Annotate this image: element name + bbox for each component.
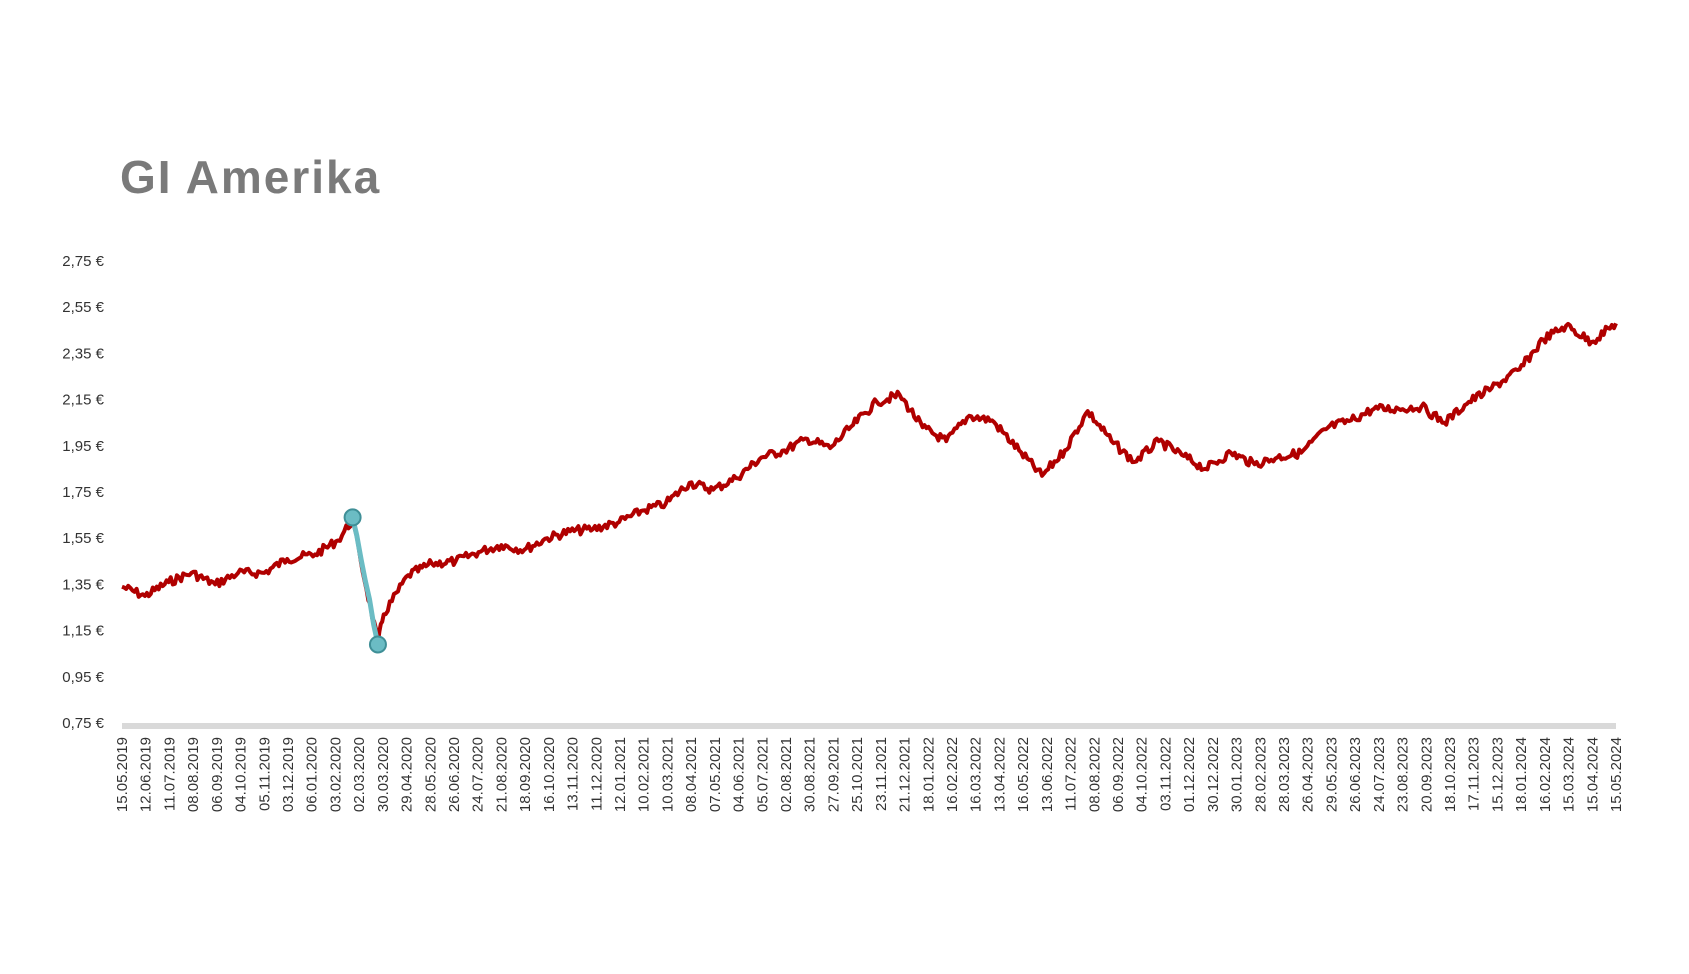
x-tick-label: 06.09.2019	[209, 737, 226, 812]
drawdown-marker	[368, 635, 387, 654]
y-tick-label: 2,35 €	[62, 345, 104, 362]
x-tick-label: 23.11.2021	[873, 737, 890, 811]
x-tick-label: 15.05.2024	[1608, 737, 1625, 812]
x-tick-label: 23.08.2023	[1395, 737, 1412, 812]
x-tick-label: 03.02.2020	[327, 737, 344, 812]
x-tick-label: 16.10.2020	[541, 737, 558, 812]
x-tick-label: 21.08.2020	[493, 737, 510, 812]
x-tick-label: 04.06.2021	[731, 737, 748, 812]
x-tick-label: 17.11.2023	[1466, 737, 1483, 811]
x-tick-label: 02.08.2021	[778, 737, 795, 812]
x-tick-label: 18.01.2022	[920, 737, 937, 812]
x-tick-label: 27.09.2021	[825, 737, 842, 812]
x-tick-label: 06.09.2022	[1110, 737, 1127, 812]
y-tick-label: 1,35 €	[62, 576, 104, 593]
x-tick-label: 04.10.2019	[233, 737, 250, 812]
x-tick-label: 08.08.2019	[185, 737, 202, 812]
x-tick-label: 05.07.2021	[754, 737, 771, 812]
y-tick-label: 2,15 €	[62, 392, 104, 409]
series-lines	[121, 321, 1618, 646]
x-tick-label: 28.02.2023	[1252, 737, 1269, 812]
x-tick-label: 28.03.2023	[1276, 737, 1293, 812]
x-tick-label: 16.02.2022	[944, 737, 961, 812]
drawdown-marker	[343, 508, 362, 527]
series-markers	[343, 508, 387, 654]
y-tick-label: 0,75 €	[62, 715, 104, 732]
x-tick-label: 11.07.2022	[1063, 737, 1080, 811]
x-tick-label: 30.12.2022	[1205, 737, 1222, 812]
x-axis-ticks: 15.05.2019 12.06.2019 11.07.2019 08.08.2019…	[114, 737, 1625, 812]
x-tick-label: 26.06.2023	[1347, 737, 1364, 812]
x-tick-label: 13.04.2022	[991, 737, 1008, 812]
x-tick-label: 25.10.2021	[849, 737, 866, 812]
y-tick-label: 2,55 €	[62, 299, 104, 316]
x-tick-label: 08.04.2021	[683, 737, 700, 812]
x-tick-label: 13.11.2020	[565, 737, 582, 811]
x-tick-label: 12.06.2019	[138, 737, 155, 812]
x-tick-label: 30.01.2023	[1229, 737, 1246, 812]
x-tick-label: 07.05.2021	[707, 737, 724, 812]
x-tick-label: 21.12.2021	[897, 737, 914, 812]
x-tick-label: 04.10.2022	[1134, 737, 1151, 812]
x-tick-label: 24.07.2023	[1371, 737, 1388, 812]
y-tick-label: 1,75 €	[62, 484, 104, 501]
x-tick-label: 28.05.2020	[422, 737, 439, 812]
x-tick-label: 15.12.2023	[1489, 737, 1506, 812]
x-tick-label: 03.12.2019	[280, 737, 297, 812]
x-tick-label: 11.12.2020	[588, 737, 605, 811]
x-tick-label: 18.10.2023	[1442, 737, 1459, 812]
y-tick-label: 1,55 €	[62, 530, 104, 547]
x-tick-label: 10.03.2021	[659, 737, 676, 812]
x-tick-label: 20.09.2023	[1418, 737, 1435, 812]
y-tick-label: 0,95 €	[62, 669, 104, 686]
x-tick-label: 30.08.2021	[802, 737, 819, 812]
x-tick-label: 13.06.2022	[1039, 737, 1056, 812]
x-tick-label: 06.01.2020	[304, 737, 321, 812]
drawdown-series-line	[350, 516, 381, 646]
x-tick-label: 02.03.2020	[351, 737, 368, 812]
y-tick-label: 1,15 €	[62, 623, 104, 640]
x-tick-label: 08.08.2022	[1086, 737, 1103, 812]
x-tick-label: 05.11.2019	[256, 737, 273, 811]
x-tick-label: 01.12.2022	[1181, 737, 1198, 812]
x-tick-label: 10.02.2021	[636, 737, 653, 812]
x-tick-label: 16.02.2024	[1537, 737, 1554, 812]
x-tick-label: 15.04.2024	[1584, 737, 1601, 812]
x-tick-label: 24.07.2020	[470, 737, 487, 812]
x-tick-label: 16.05.2022	[1015, 737, 1032, 812]
y-tick-label: 1,95 €	[62, 438, 104, 455]
x-tick-label: 15.03.2024	[1561, 737, 1578, 812]
x-tick-label: 11.07.2019	[161, 737, 178, 811]
x-tick-label: 30.03.2020	[375, 737, 392, 812]
x-tick-label: 26.06.2020	[446, 737, 463, 812]
x-tick-label: 26.04.2023	[1300, 737, 1317, 812]
chart-title: GI Amerika	[120, 151, 382, 203]
x-tick-label: 18.01.2024	[1513, 737, 1530, 812]
y-tick-label: 2,75 €	[62, 253, 104, 270]
x-tick-label: 12.01.2021	[612, 737, 629, 812]
x-tick-label: 15.05.2019	[114, 737, 131, 812]
x-tick-label: 03.11.2022	[1157, 737, 1174, 811]
x-tick-label: 29.05.2023	[1323, 737, 1340, 812]
x-tick-label: 29.04.2020	[399, 737, 416, 812]
y-axis-ticks: 0,75 € 0,95 € 1,15 € 1,35 € 1,55 € 1,75 € 1,95…	[62, 253, 104, 732]
x-tick-label: 18.09.2020	[517, 737, 534, 812]
price-series-line	[121, 321, 1618, 645]
x-tick-label: 16.03.2022	[968, 737, 985, 812]
